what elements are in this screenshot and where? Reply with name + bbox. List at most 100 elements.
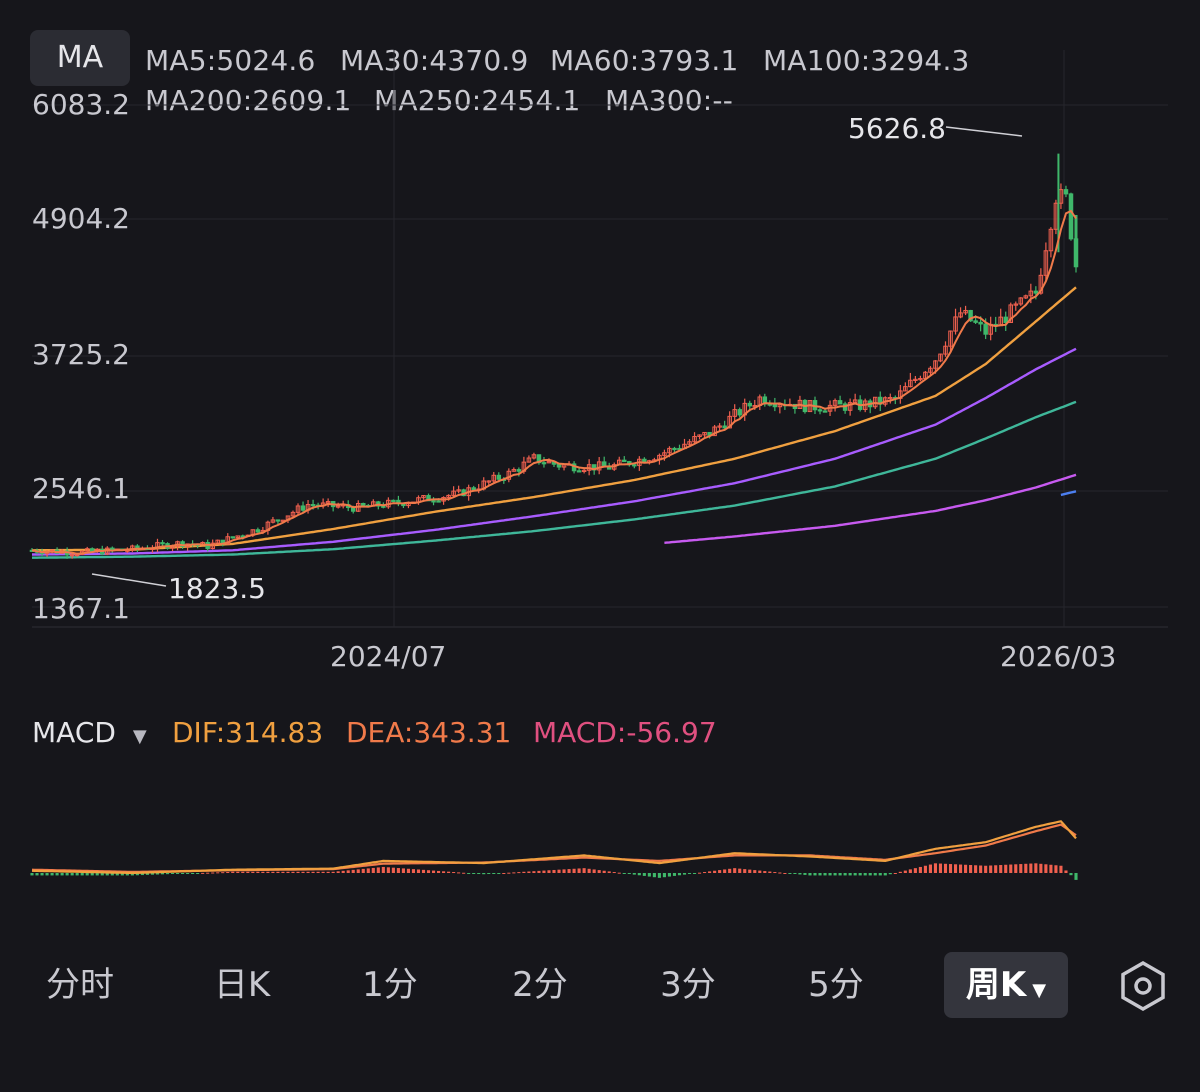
candle-body: [847, 402, 853, 411]
candle-body: [275, 519, 281, 522]
macd-bar: [130, 873, 134, 876]
macd-bar: [391, 867, 395, 873]
macd-bar: [657, 873, 661, 878]
macd-indicator-selector[interactable]: MACD ▼: [32, 716, 147, 749]
macd-bar: [888, 873, 892, 875]
tab-5min[interactable]: 5分: [808, 965, 864, 1005]
candle-body: [69, 554, 75, 557]
macd-bar: [1019, 864, 1023, 873]
tab-2min[interactable]: 2分: [512, 965, 568, 1005]
candle-body: [712, 426, 717, 437]
macd-bar: [406, 868, 410, 873]
macd-bar: [311, 871, 315, 873]
macd-bar: [923, 865, 927, 873]
macd-bar: [833, 873, 837, 876]
macd-bar: [868, 873, 872, 876]
candle-body: [933, 360, 938, 369]
macd-bar: [883, 873, 887, 876]
candle-body: [1048, 228, 1054, 252]
high-leader-line: [945, 126, 1023, 137]
macd-bar: [873, 873, 877, 876]
candle-body: [958, 312, 963, 318]
macd-bar: [155, 873, 160, 875]
candle-body: [908, 379, 913, 388]
macd-bar: [933, 863, 938, 873]
tab-1min[interactable]: 1分: [362, 965, 418, 1005]
macd-bar: [1014, 864, 1018, 873]
candle-body: [1008, 304, 1014, 323]
dea-line: [31, 823, 1077, 873]
macd-bar: [60, 873, 64, 876]
candle-body: [290, 511, 296, 517]
candle-body: [526, 457, 532, 463]
candle-body: [772, 404, 778, 408]
macd-bar: [286, 871, 290, 873]
candle-body: [928, 367, 933, 373]
low-leader-line: [91, 573, 167, 587]
macd-bar: [703, 872, 707, 874]
candle-body: [903, 386, 908, 392]
tab-weekly-k[interactable]: 周K ▼: [944, 952, 1068, 1018]
macd-bar: [994, 865, 998, 873]
ma300-legend: MA300:--: [605, 84, 733, 117]
macd-bar: [1064, 870, 1068, 873]
ma100-line: [32, 400, 1077, 559]
macd-bar: [637, 873, 641, 876]
macd-bar: [331, 871, 335, 873]
macd-bar: [783, 873, 787, 874]
macd-bar: [758, 870, 762, 873]
macd-bar: [517, 872, 521, 874]
macd-bar: [738, 868, 742, 873]
macd-bar: [125, 873, 129, 876]
macd-bar: [858, 873, 862, 876]
macd-bar: [768, 871, 772, 873]
macd-bar: [80, 873, 84, 876]
macd-bar: [492, 873, 496, 874]
macd-bar: [597, 870, 601, 873]
candle-body: [662, 452, 667, 456]
macd-bar: [953, 864, 958, 873]
ma-indicator-button[interactable]: MA: [30, 30, 130, 86]
candle-body: [581, 469, 587, 473]
candle-body: [160, 542, 165, 545]
macd-bar: [718, 870, 722, 873]
macd-bar: [974, 865, 978, 873]
macd-bar: [532, 871, 536, 873]
macd-bar: [110, 873, 114, 876]
macd-bar: [306, 871, 310, 873]
candle-body: [777, 404, 783, 408]
candle-body: [235, 535, 241, 539]
y-tick-label: 4904.2: [32, 202, 130, 235]
macd-bar: [567, 869, 571, 873]
macd-bar: [853, 873, 857, 876]
macd-bar: [40, 873, 44, 876]
candle-body: [968, 309, 973, 322]
macd-bar: [35, 873, 39, 876]
macd-bar: [181, 873, 185, 874]
macd-bar: [803, 873, 807, 875]
macd-bar: [256, 871, 260, 873]
candle-body: [361, 502, 366, 507]
candlestick-chart[interactable]: [0, 0, 1200, 640]
macd-chart[interactable]: [0, 750, 1200, 910]
candle-body: [230, 536, 236, 539]
macd-bar: [467, 873, 471, 874]
macd-bar: [145, 873, 149, 875]
macd-bar: [236, 871, 240, 873]
macd-bar: [828, 873, 832, 876]
settings-icon[interactable]: [1118, 960, 1168, 1012]
candle-body: [511, 469, 517, 472]
macd-bar: [979, 865, 983, 873]
macd-bar: [677, 873, 682, 876]
macd-bar: [918, 866, 922, 873]
ma60-line: [32, 347, 1077, 556]
macd-bar: [1039, 863, 1043, 873]
tab-3min[interactable]: 3分: [660, 965, 716, 1005]
tab-daily-k[interactable]: 日K: [213, 965, 271, 1005]
macd-bar: [296, 871, 300, 873]
tab-time-share[interactable]: 分时: [46, 965, 114, 1005]
macd-bar: [447, 871, 451, 873]
macd-bar: [95, 873, 99, 876]
macd-bar: [120, 873, 124, 876]
macd-bar: [186, 873, 190, 874]
